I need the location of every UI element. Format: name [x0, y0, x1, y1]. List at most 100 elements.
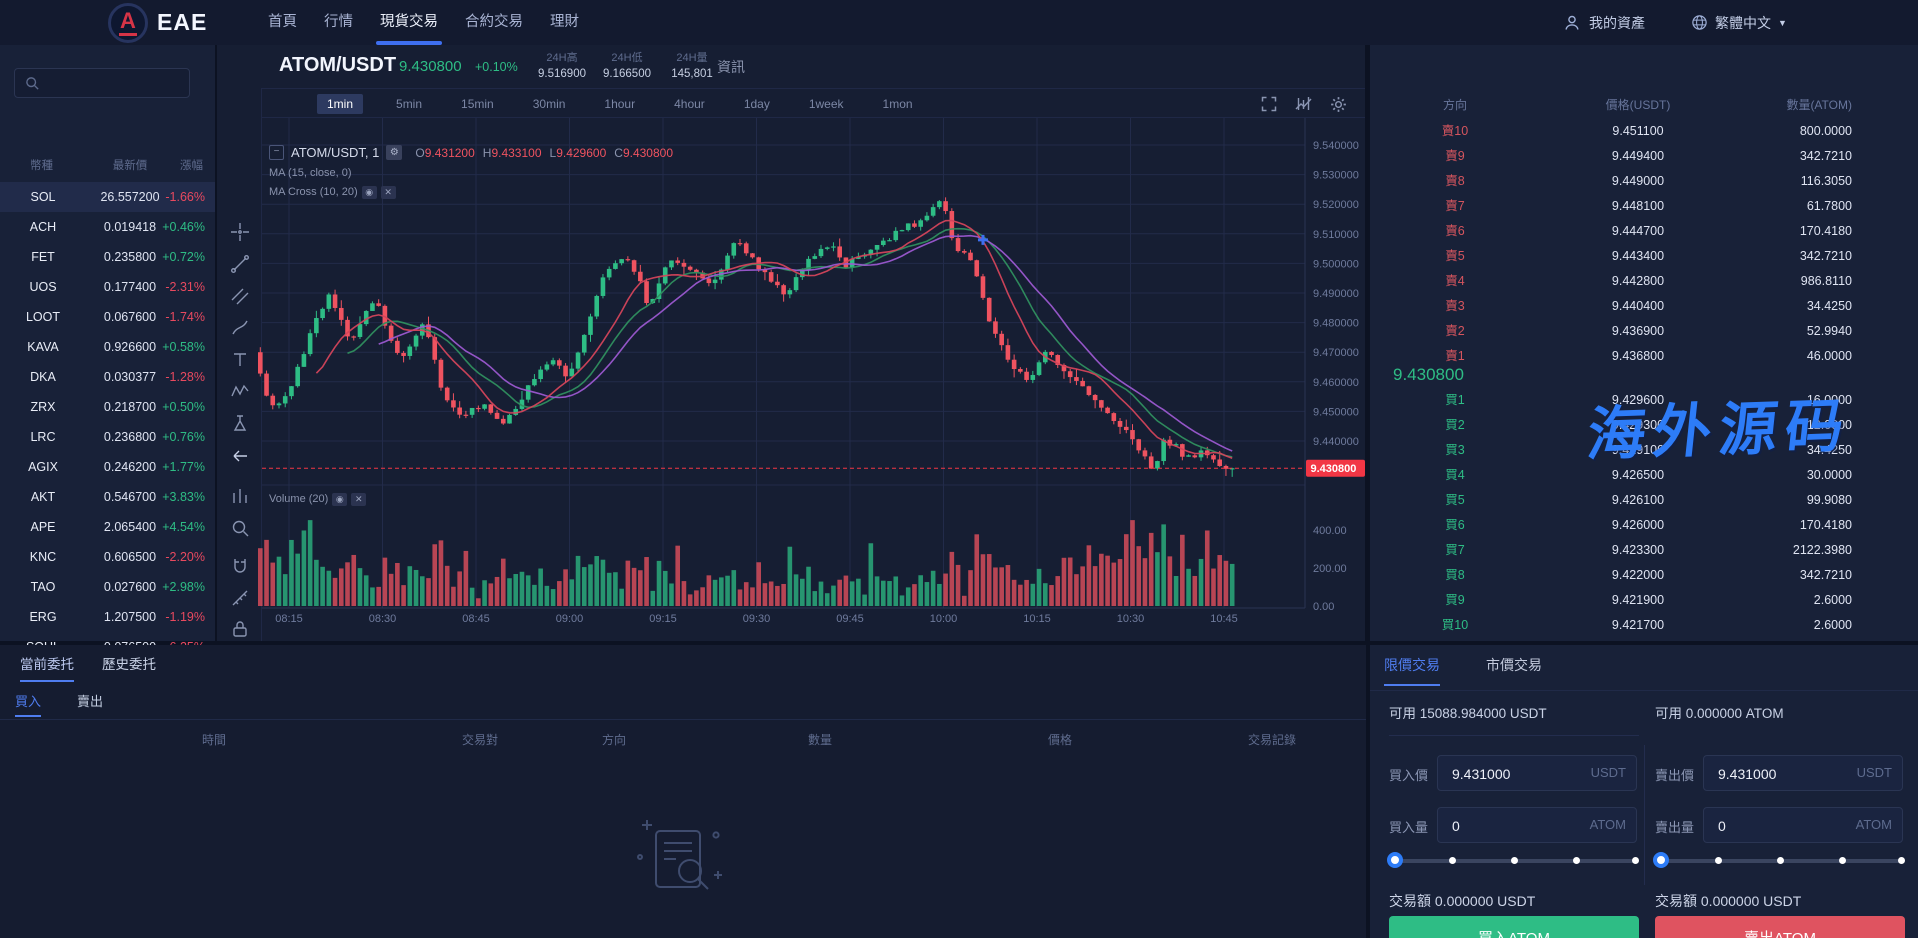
timeframe-1mon[interactable]: 1mon — [882, 97, 913, 111]
legend-collapse-icon[interactable]: − — [269, 145, 284, 160]
brand[interactable]: A EAE — [108, 0, 207, 45]
market-row[interactable]: SOL 26.557200 -1.66% — [0, 182, 215, 212]
market-row[interactable]: FET 0.235800 +0.72% — [31, 250, 205, 264]
orderbook-row-ask[interactable]: 賣5 9.443400 342.7210 — [1445, 249, 1852, 263]
orderbook-row-bid[interactable]: 買7 9.423300 2122.3980 — [1445, 543, 1852, 557]
timeframe-5min[interactable]: 5min — [396, 97, 423, 111]
close-icon[interactable]: ✕ — [351, 493, 367, 506]
orderbook-row-ask[interactable]: 賣2 9.436900 52.9940 — [1445, 324, 1852, 338]
orderbook-row-ask[interactable]: 賣9 9.449400 342.7210 — [1445, 149, 1852, 163]
order-book-mid-price: 9.430800 — [1393, 365, 1464, 384]
market-row[interactable]: ZRX 0.218700 +0.50% — [30, 400, 206, 414]
forecast-icon[interactable] — [229, 413, 251, 435]
orderbook-row-bid[interactable]: 買10 9.421700 2.6000 — [1441, 618, 1852, 632]
timeframe-30min[interactable]: 30min — [532, 97, 566, 111]
market-row[interactable]: LRC 0.236800 +0.76% — [30, 430, 205, 444]
sell-price-field[interactable]: USDT — [1703, 755, 1903, 792]
svg-text:10:30: 10:30 — [1117, 613, 1145, 625]
tab-limit-trade[interactable]: 限價交易 — [1384, 655, 1440, 686]
zoom-icon[interactable] — [229, 517, 251, 539]
bars-pattern-icon[interactable] — [229, 486, 251, 508]
trendline-icon[interactable] — [229, 253, 251, 275]
market-row[interactable]: AKT 0.546700 +3.83% — [30, 490, 205, 504]
tab-current-orders[interactable]: 當前委托 — [20, 653, 74, 682]
timeframe-1min[interactable]: 1min — [317, 94, 364, 114]
arrow-left-icon[interactable] — [229, 445, 251, 467]
timeframe-1day[interactable]: 1day — [743, 97, 770, 111]
tab-buy-orders[interactable]: 買入 — [15, 691, 42, 717]
timeframe-1week[interactable]: 1week — [808, 97, 844, 111]
user-icon[interactable] — [1563, 14, 1581, 32]
orderbook-row-ask[interactable]: 賣7 9.448100 61.7800 — [1445, 199, 1852, 213]
orderbook-row-bid[interactable]: 買8 9.422000 342.7210 — [1445, 568, 1852, 582]
market-row[interactable]: TAO 0.027600 +2.98% — [30, 580, 205, 594]
search-input[interactable] — [14, 68, 190, 98]
brush-icon[interactable] — [229, 317, 251, 339]
orderbook-row-ask[interactable]: 賣1 9.436800 46.0000 — [1445, 349, 1852, 363]
market-row[interactable]: KAVA 0.926600 +0.58% — [27, 340, 205, 354]
fullscreen-icon[interactable] — [1261, 96, 1277, 112]
orderbook-row-bid[interactable]: 買2 9.429300 12.0000 — [1445, 418, 1852, 432]
sell-amount-slider[interactable] — [1653, 851, 1905, 869]
my-assets-link[interactable]: 我的資產 — [1589, 14, 1645, 31]
lock-icon[interactable] — [229, 618, 251, 640]
nav-item-5[interactable]: 理財 — [550, 14, 579, 30]
sell-button[interactable]: 賣出ATOM — [1655, 916, 1905, 938]
sell-amount-field[interactable]: ATOM — [1703, 807, 1903, 844]
candlestick-chart[interactable]: 9.540000 9.530000 9.520000 9.510000 9.500000… — [217, 45, 1365, 641]
text-tool-icon[interactable] — [229, 349, 251, 371]
orderbook-row-ask[interactable]: 賣8 9.449000 116.3050 — [1445, 174, 1852, 188]
nav-item-2[interactable]: 行情 — [324, 14, 353, 30]
market-row[interactable]: ERG 1.207500 -1.19% — [29, 610, 205, 624]
info-link[interactable]: 資訊 — [717, 59, 745, 75]
nav-item-1[interactable]: 首頁 — [268, 14, 297, 30]
market-row[interactable]: APE 2.065400 +4.54% — [30, 520, 205, 534]
timeframe-4hour[interactable]: 4hour — [674, 97, 705, 111]
parallel-channel-icon[interactable] — [229, 285, 251, 307]
tab-history-orders[interactable]: 歷史委托 — [102, 657, 156, 672]
buy-button[interactable]: 買入ATOM — [1389, 916, 1639, 938]
orderbook-row-bid[interactable]: 買9 9.421900 2.6000 — [1445, 593, 1852, 607]
market-row[interactable]: LOOT 0.067600 -1.74% — [25, 310, 205, 324]
market-row[interactable]: ACH 0.019418 +0.46% — [29, 220, 205, 234]
tab-market-trade[interactable]: 市價交易 — [1486, 657, 1542, 673]
slider-handle[interactable] — [1387, 852, 1403, 868]
orderbook-row-bid[interactable]: 買5 9.426100 99.9080 — [1445, 493, 1852, 507]
magnet-icon[interactable] — [229, 556, 251, 578]
crosshair-icon[interactable] — [229, 221, 251, 243]
buy-amount-field[interactable]: ATOM — [1437, 807, 1637, 844]
sell-price-input[interactable] — [1716, 756, 1840, 792]
timeframe-15min[interactable]: 15min — [461, 97, 494, 111]
orderbook-row-ask[interactable]: 賣6 9.444700 170.4180 — [1445, 224, 1852, 238]
orderbook-row-ask[interactable]: 賣3 9.440400 34.4250 — [1445, 299, 1852, 313]
orderbook-row-bid[interactable]: 買4 9.426500 30.0000 — [1445, 468, 1852, 482]
orderbook-row-bid[interactable]: 買6 9.426000 170.4180 — [1445, 518, 1852, 532]
legend-gear-icon[interactable]: ⚙ — [386, 145, 403, 160]
market-row[interactable]: AGIX 0.246200 +1.77% — [28, 460, 205, 474]
market-row[interactable]: KNC 0.606500 -2.20% — [29, 550, 205, 564]
orderbook-row-bid[interactable]: 買3 9.429100 34.4250 — [1445, 443, 1852, 457]
measure-icon[interactable] — [229, 587, 251, 609]
buy-amount-slider[interactable] — [1387, 851, 1639, 869]
chart-settings-gear-icon[interactable] — [1330, 96, 1347, 113]
slider-handle[interactable] — [1653, 852, 1669, 868]
eye-icon[interactable]: ◉ — [361, 186, 377, 199]
market-row[interactable]: DKA 0.030377 -1.28% — [30, 370, 205, 384]
timeframe-1hour[interactable]: 1hour — [604, 97, 636, 111]
xabcd-pattern-icon[interactable] — [229, 381, 251, 403]
orderbook-row-bid[interactable]: 買1 9.429600 16.0000 — [1445, 393, 1852, 407]
buy-price-input[interactable] — [1450, 756, 1574, 792]
nav-item-3[interactable]: 現貨交易 — [376, 0, 442, 45]
language-switcher[interactable]: 繁體中文 ▼ — [1691, 13, 1787, 33]
sell-amount-input[interactable] — [1716, 808, 1840, 844]
close-icon[interactable]: ✕ — [380, 186, 396, 199]
buy-amount-input[interactable] — [1450, 808, 1574, 844]
buy-price-field[interactable]: USDT — [1437, 755, 1637, 792]
nav-item-4[interactable]: 合約交易 — [465, 14, 523, 30]
tab-sell-orders[interactable]: 賣出 — [77, 694, 104, 709]
indicators-icon[interactable] — [1295, 96, 1312, 112]
orderbook-row-ask[interactable]: 賣10 9.451100 800.0000 — [1441, 124, 1852, 138]
eye-icon[interactable]: ◉ — [332, 493, 348, 506]
orderbook-row-ask[interactable]: 賣4 9.442800 986.8110 — [1445, 274, 1852, 288]
market-row[interactable]: UOS 0.177400 -2.31% — [29, 280, 205, 294]
